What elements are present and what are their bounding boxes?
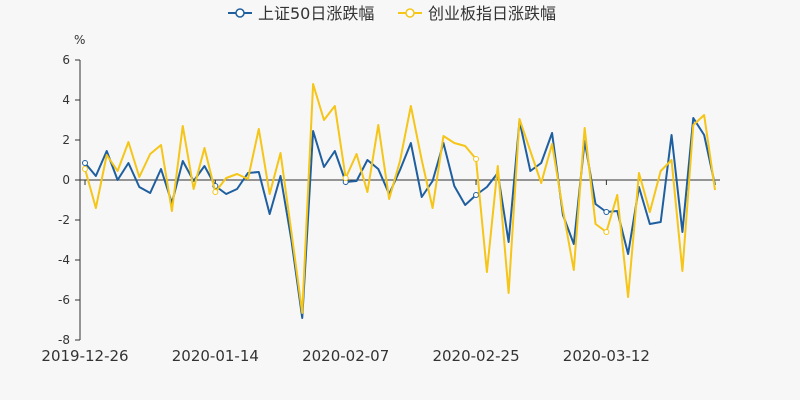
series-1 bbox=[82, 83, 716, 314]
data-point[interactable] bbox=[82, 160, 88, 166]
legend-label-cyb: 创业板指日涨跌幅 bbox=[428, 4, 556, 23]
data-point[interactable] bbox=[82, 166, 88, 172]
legend-label-sz50: 上证50日涨跌幅 bbox=[258, 4, 374, 23]
series-layer bbox=[82, 83, 716, 319]
y-axis-unit: % bbox=[74, 33, 85, 47]
y-tick-label: 6 bbox=[62, 53, 70, 67]
legend-item-cyb[interactable]: 创业板指日涨跌幅 bbox=[398, 4, 556, 23]
data-point[interactable] bbox=[212, 189, 219, 195]
y-tick-label: 0 bbox=[62, 173, 70, 187]
x-axis: 2019-12-26 2020-01-14 2020-02-07 2020-02-25… bbox=[41, 179, 720, 365]
data-point[interactable] bbox=[473, 192, 480, 198]
y-tick-label: -8 bbox=[58, 333, 70, 347]
x-tick-label: 2019-12-26 bbox=[41, 347, 128, 365]
y-tick-label: 2 bbox=[62, 133, 70, 147]
x-tick-label: 2020-03-12 bbox=[563, 347, 650, 365]
y-tick-label: -2 bbox=[58, 213, 70, 227]
y-axis: -8 -6 -4 -2 0 2 4 6 bbox=[58, 53, 81, 347]
data-point[interactable] bbox=[603, 209, 610, 215]
data-point[interactable] bbox=[473, 156, 480, 162]
legend-marker-icon bbox=[235, 8, 245, 18]
data-point[interactable] bbox=[603, 229, 610, 235]
legend-marker-icon bbox=[405, 8, 415, 18]
series-line bbox=[84, 83, 716, 314]
data-point[interactable] bbox=[342, 175, 349, 181]
legend[interactable]: 上证50日涨跌幅 创业板指日涨跌幅 bbox=[228, 4, 556, 23]
legend-item-sz50[interactable]: 上证50日涨跌幅 bbox=[228, 4, 374, 23]
x-tick-label: 2020-01-14 bbox=[172, 347, 259, 365]
y-tick-label: -4 bbox=[58, 253, 70, 267]
y-tick-label: -6 bbox=[58, 293, 70, 307]
series-line bbox=[84, 117, 716, 319]
x-tick-label: 2020-02-07 bbox=[302, 347, 389, 365]
x-tick-label: 2020-02-25 bbox=[432, 347, 519, 365]
y-tick-label: 4 bbox=[62, 93, 70, 107]
